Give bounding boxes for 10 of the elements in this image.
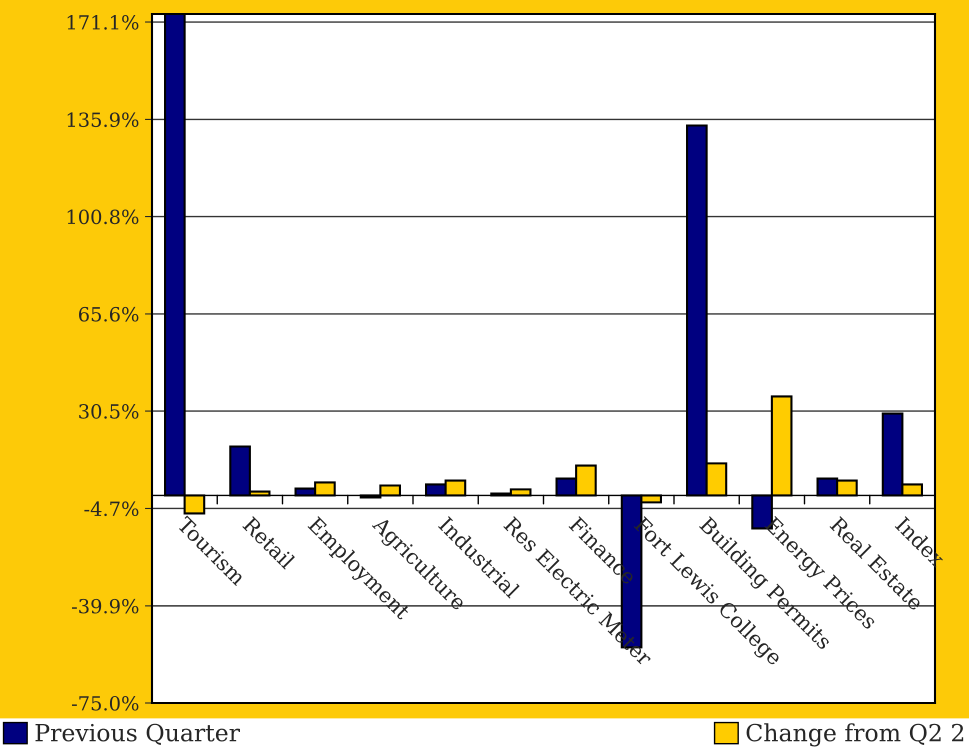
y-tick-label: -39.9% [72, 598, 138, 614]
legend-label: Previous Quarter [36, 724, 240, 745]
y-tick-label: 65.6% [79, 306, 138, 322]
legend-label: Change from Q2 2 [746, 723, 964, 746]
y-tick-label: -75.0% [72, 696, 138, 711]
y-tick-label: 171.1% [68, 14, 138, 30]
y-tick-label: 100.8% [68, 210, 138, 224]
y-tick-label: 135.9% [68, 112, 138, 128]
y-tick-label: -4.7% [84, 501, 138, 516]
y-tick-label: 30.5% [79, 404, 138, 419]
